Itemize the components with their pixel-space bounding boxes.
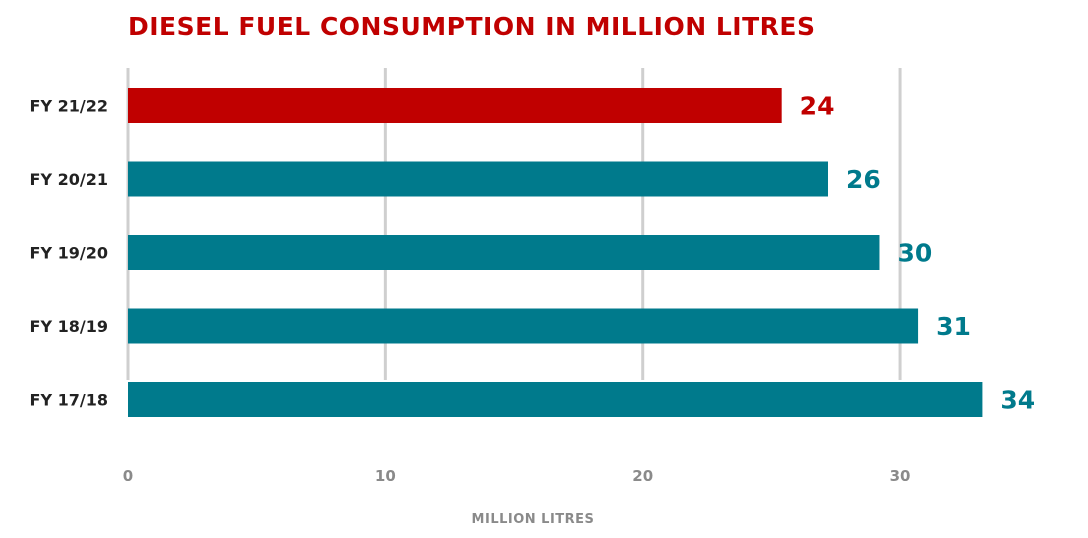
bar-2 bbox=[128, 235, 880, 270]
bar-3 bbox=[128, 308, 919, 344]
x-tick-labels: 0 10 20 30 bbox=[123, 467, 911, 485]
x-tick-label-3: 30 bbox=[890, 467, 911, 485]
bar-1 bbox=[128, 161, 828, 197]
data-label-4: 34 bbox=[1000, 386, 1035, 415]
data-label-1: 26 bbox=[846, 165, 881, 194]
category-label-2: FY 19/20 bbox=[30, 244, 108, 263]
bar-0 bbox=[128, 88, 782, 123]
category-label-1: FY 20/21 bbox=[30, 170, 108, 189]
x-tick-label-1: 10 bbox=[375, 467, 396, 485]
data-label-2: 30 bbox=[897, 239, 932, 268]
category-labels: FY 21/22 FY 20/21 FY 19/20 FY 18/19 FY 17/18 bbox=[30, 97, 108, 410]
data-labels: 24 26 30 31 34 bbox=[800, 92, 1036, 415]
category-label-0: FY 21/22 bbox=[30, 97, 108, 116]
category-label-4: FY 17/18 bbox=[30, 391, 108, 410]
category-label-3: FY 18/19 bbox=[30, 317, 108, 336]
x-axis-title: MILLION LITRES bbox=[472, 512, 595, 527]
bars bbox=[128, 88, 983, 417]
bar-4 bbox=[128, 382, 983, 417]
x-tick-label-0: 0 bbox=[123, 467, 133, 485]
data-label-0: 24 bbox=[800, 92, 835, 121]
data-label-3: 31 bbox=[936, 312, 971, 341]
x-tick-label-2: 20 bbox=[632, 467, 653, 485]
chart-title: DIESEL FUEL CONSUMPTION IN MILLION LITRE… bbox=[128, 12, 816, 41]
